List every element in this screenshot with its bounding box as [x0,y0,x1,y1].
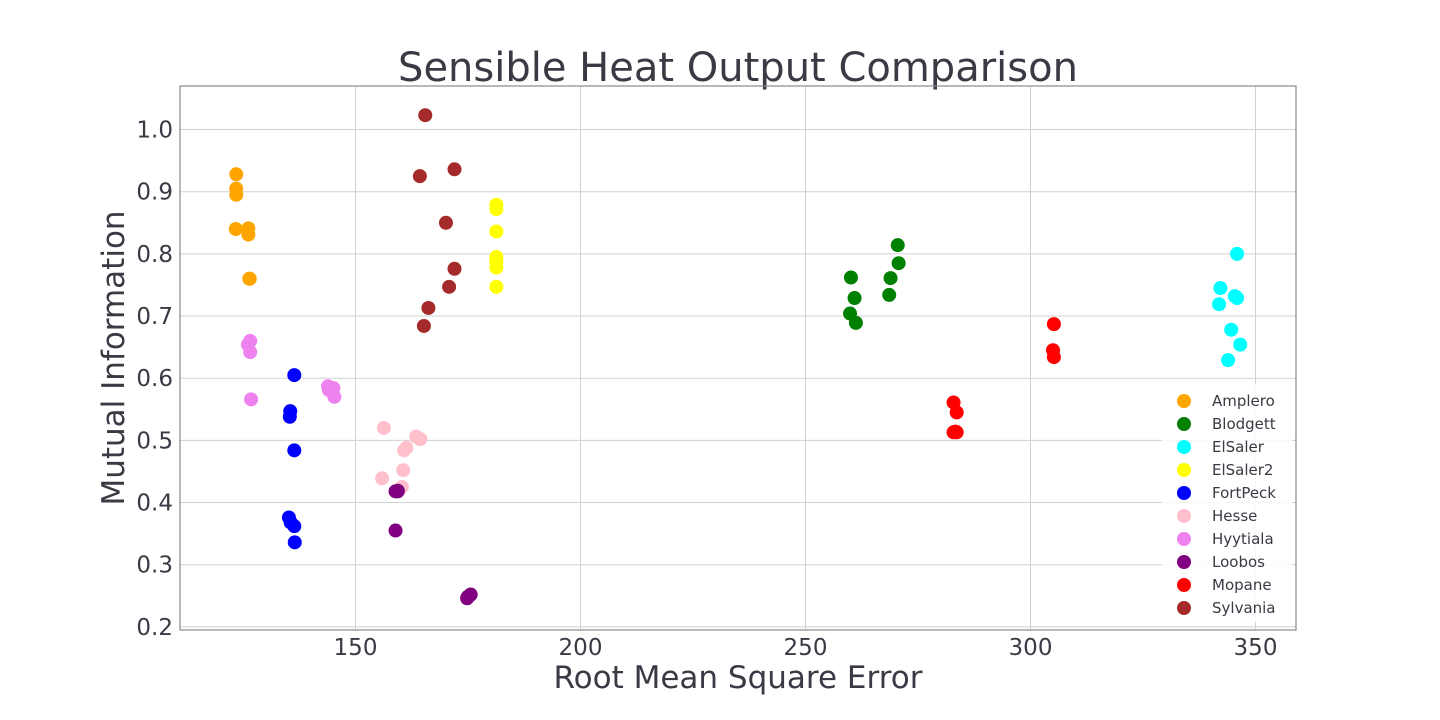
data-point-blodgett [882,287,897,302]
data-point-hesse [413,432,428,447]
y-tick-label: 0.2 [136,615,173,641]
data-point-amplero [242,271,257,286]
data-point-loobos [388,523,403,538]
data-point-sylvania [412,169,427,184]
x-tick-label: 250 [784,635,828,661]
data-point-sylvania [442,279,457,294]
data-point-sylvania [447,261,462,276]
y-tick-label: 0.8 [136,242,173,268]
legend-marker [1177,532,1191,546]
data-point-sylvania [447,162,462,177]
data-point-blodgett [847,291,862,306]
y-tick-label: 0.9 [136,180,173,206]
chart-title: Sensible Heat Output Comparison [398,45,1078,91]
y-tick-label: 0.6 [136,366,173,392]
y-tick-label: 0.7 [136,304,173,330]
data-point-blodgett [883,271,898,286]
legend-label: ElSaler [1212,438,1265,456]
data-point-mopane [948,424,963,439]
x-axis-label: Root Mean Square Error [554,660,923,696]
data-point-elsaler [1230,291,1245,306]
data-point-hyytiala [327,389,342,404]
data-point-blodgett [843,270,858,285]
legend-label: Blodgett [1212,415,1276,433]
data-point-elsaler2 [489,224,504,239]
data-point-fortpeck [282,409,297,424]
grid [180,86,1296,630]
data-point-hesse [376,420,391,435]
data-point-fortpeck [287,443,302,458]
legend-marker [1177,509,1191,523]
data-point-sylvania [416,318,431,333]
data-point-elsaler [1221,353,1236,368]
x-tick-label: 150 [334,635,378,661]
data-point-fortpeck [287,535,302,550]
legend-label: Loobos [1212,553,1265,571]
y-axis-label: Mutual Information [96,210,132,505]
y-tick-label: 1.0 [136,118,173,144]
data-points [228,108,1248,606]
tick-labels: 150 200 250 300 350 0.2 0.3 0.4 0.5 0.6 0.7 0.8 0.9 1… [136,118,1277,661]
data-point-elsaler [1213,281,1228,296]
x-tick-label: 350 [1234,635,1278,661]
data-point-elsaler2 [489,260,504,275]
legend-label: Hesse [1212,507,1257,525]
data-point-hyytiala [243,345,258,360]
x-tick-label: 300 [1009,635,1053,661]
legend-marker [1177,417,1191,431]
data-point-mopane [1046,317,1061,332]
legend-label: Hyytiala [1212,530,1274,548]
legend: Amplero Blodgett ElSaler ElSaler2 FortPeck He… [1162,384,1292,622]
legend-marker [1177,486,1191,500]
legend-label: Mopane [1212,576,1272,594]
legend-label: Amplero [1212,392,1275,410]
data-point-sylvania [418,108,433,123]
legend-marker [1177,463,1191,477]
legend-label: FortPeck [1212,484,1276,502]
legend-marker [1177,440,1191,454]
data-point-elsaler [1233,337,1248,352]
data-point-amplero [228,221,243,236]
data-point-mopane [1046,350,1061,365]
data-point-loobos [462,588,477,603]
data-point-sylvania [421,300,436,315]
data-point-blodgett [890,238,905,253]
data-point-fortpeck [287,368,302,383]
data-point-hesse [375,471,390,486]
data-point-amplero [241,227,256,242]
y-tick-label: 0.5 [136,428,173,454]
data-point-elsaler2 [489,202,504,217]
legend-label: ElSaler2 [1212,461,1273,479]
legend-marker [1177,394,1191,408]
legend-label: Sylvania [1212,599,1276,617]
legend-marker [1177,601,1191,615]
legend-marker [1177,578,1191,592]
data-point-elsaler [1230,246,1245,261]
plot-frame [179,85,1297,631]
data-point-hesse [397,443,412,458]
data-point-amplero [229,187,244,202]
data-point-elsaler [1212,297,1227,312]
data-point-elsaler2 [489,279,504,294]
data-point-hyytiala [244,392,259,407]
y-tick-label: 0.3 [136,553,173,579]
y-tick-label: 0.4 [136,491,173,517]
data-point-elsaler [1224,322,1239,337]
data-point-mopane [949,405,964,420]
data-point-blodgett [848,315,863,330]
x-tick-label: 200 [559,635,603,661]
data-point-sylvania [438,215,453,230]
data-point-hesse [396,463,411,478]
data-point-blodgett [891,256,906,271]
legend-marker [1177,555,1191,569]
data-point-loobos [390,483,405,498]
data-point-fortpeck [287,519,302,534]
data-point-amplero [229,167,244,182]
